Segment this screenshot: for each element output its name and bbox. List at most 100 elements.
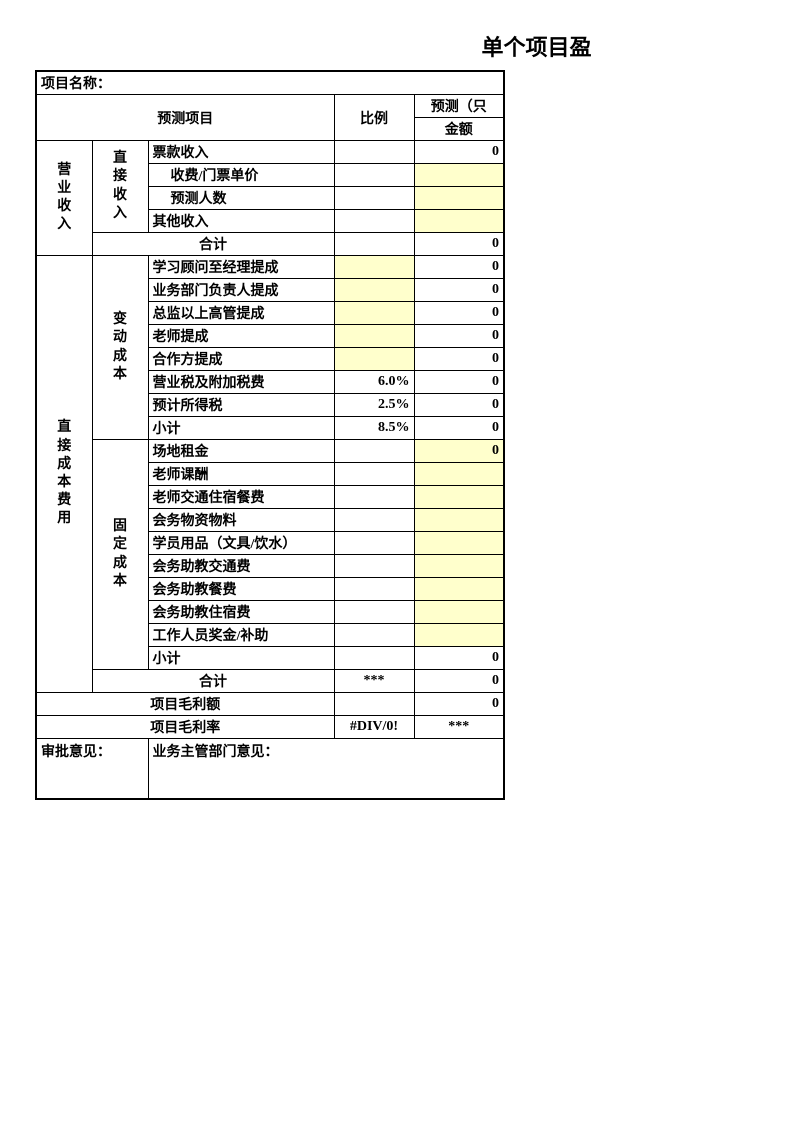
row-label: 学习顾问至经理提成 bbox=[148, 256, 334, 279]
row-ratio bbox=[334, 279, 414, 302]
row-amount: 0 bbox=[414, 279, 504, 302]
header-amount: 金额 bbox=[414, 118, 504, 141]
row-ratio bbox=[334, 187, 414, 210]
row-label: 场地租金 bbox=[148, 440, 334, 463]
row-amount: 0 bbox=[414, 348, 504, 371]
row-ratio bbox=[334, 624, 414, 647]
approval-row: 审批意见： 业务主管部门意见： bbox=[36, 739, 504, 799]
row-label: 合作方提成 bbox=[148, 348, 334, 371]
budget-table: 项目名称： 预测项目 比例 预测（只 金额 营业收入 直接收入 票款收入 0 收… bbox=[35, 70, 505, 800]
row-label: 会务助教交通费 bbox=[148, 555, 334, 578]
subtotal-ratio bbox=[334, 647, 414, 670]
row-label: 业务部门负责人提成 bbox=[148, 279, 334, 302]
spreadsheet-container: 单个项目盈 项目名称： 预测项目 比例 预测（只 金额 营业收入 直接收入 bbox=[0, 0, 793, 830]
row-amount: 0 bbox=[414, 302, 504, 325]
subtotal-ratio bbox=[334, 233, 414, 256]
row-amount bbox=[414, 578, 504, 601]
row-amount bbox=[414, 164, 504, 187]
row-amount: 0 bbox=[414, 325, 504, 348]
total-amount: 0 bbox=[414, 670, 504, 693]
header-forecast-item: 预测项目 bbox=[36, 95, 334, 141]
approval-label-1: 审批意见： bbox=[36, 739, 148, 799]
project-name-row: 项目名称： bbox=[36, 71, 504, 95]
row-amount bbox=[414, 463, 504, 486]
subtotal-amount: 0 bbox=[414, 647, 504, 670]
row-label: 其他收入 bbox=[148, 210, 334, 233]
row-amount bbox=[414, 210, 504, 233]
row-amount: 0 bbox=[414, 440, 504, 463]
gross-margin-amount: *** bbox=[414, 716, 504, 739]
variable-subsection: 变动成本 bbox=[92, 256, 148, 440]
row-amount: 0 bbox=[414, 141, 504, 164]
gross-profit-amount: 0 bbox=[414, 693, 504, 716]
row-amount bbox=[414, 624, 504, 647]
gross-profit-ratio bbox=[334, 693, 414, 716]
header-forecast-only: 预测（只 bbox=[414, 95, 504, 118]
row-amount: 0 bbox=[414, 256, 504, 279]
subtotal-label: 小计 bbox=[148, 417, 334, 440]
revenue-subsection: 直接收入 bbox=[92, 141, 148, 233]
row-ratio bbox=[334, 532, 414, 555]
row-label: 会务助教餐费 bbox=[148, 578, 334, 601]
revenue-section: 营业收入 bbox=[36, 141, 92, 256]
row-ratio bbox=[334, 348, 414, 371]
row-ratio bbox=[334, 601, 414, 624]
row-amount: 0 bbox=[414, 394, 504, 417]
row-label: 老师提成 bbox=[148, 325, 334, 348]
page-title: 单个项目盈 bbox=[35, 30, 758, 62]
total-label: 合计 bbox=[92, 670, 334, 693]
row-ratio bbox=[334, 302, 414, 325]
table-row: 营业收入 直接收入 票款收入 0 bbox=[36, 141, 504, 164]
subtotal-amount: 0 bbox=[414, 233, 504, 256]
gross-profit-label: 项目毛利额 bbox=[36, 693, 334, 716]
cost-section: 直接成本费用 bbox=[36, 256, 92, 693]
row-ratio: 2.5% bbox=[334, 394, 414, 417]
row-ratio bbox=[334, 463, 414, 486]
row-label: 收费/门票单价 bbox=[148, 164, 334, 187]
row-label: 预计所得税 bbox=[148, 394, 334, 417]
gross-profit-row: 项目毛利额 0 bbox=[36, 693, 504, 716]
row-ratio bbox=[334, 509, 414, 532]
row-ratio bbox=[334, 555, 414, 578]
row-amount bbox=[414, 532, 504, 555]
row-label: 老师交通住宿餐费 bbox=[148, 486, 334, 509]
cost-total-row: 合计 *** 0 bbox=[36, 670, 504, 693]
subtotal-amount: 0 bbox=[414, 417, 504, 440]
subtotal-label: 合计 bbox=[92, 233, 334, 256]
row-ratio bbox=[334, 440, 414, 463]
project-name-label: 项目名称： bbox=[36, 71, 504, 95]
row-amount bbox=[414, 555, 504, 578]
subtotal-ratio: 8.5% bbox=[334, 417, 414, 440]
gross-margin-ratio: #DIV/0! bbox=[334, 716, 414, 739]
row-label: 工作人员奖金/补助 bbox=[148, 624, 334, 647]
row-ratio bbox=[334, 578, 414, 601]
row-ratio bbox=[334, 141, 414, 164]
approval-label-2: 业务主管部门意见： bbox=[148, 739, 504, 799]
row-label: 预测人数 bbox=[148, 187, 334, 210]
row-label: 学员用品（文具/饮水） bbox=[148, 532, 334, 555]
row-ratio bbox=[334, 325, 414, 348]
header-row-1: 预测项目 比例 预测（只 bbox=[36, 95, 504, 118]
gross-margin-row: 项目毛利率 #DIV/0! *** bbox=[36, 716, 504, 739]
row-amount bbox=[414, 486, 504, 509]
gross-margin-label: 项目毛利率 bbox=[36, 716, 334, 739]
row-label: 会务物资物料 bbox=[148, 509, 334, 532]
row-label: 老师课酬 bbox=[148, 463, 334, 486]
row-label: 会务助教住宿费 bbox=[148, 601, 334, 624]
row-amount bbox=[414, 509, 504, 532]
row-amount bbox=[414, 187, 504, 210]
table-row: 固定成本 场地租金 0 bbox=[36, 440, 504, 463]
row-label: 营业税及附加税费 bbox=[148, 371, 334, 394]
row-ratio bbox=[334, 164, 414, 187]
row-ratio bbox=[334, 210, 414, 233]
row-amount: 0 bbox=[414, 371, 504, 394]
table-row: 直接成本费用 变动成本 学习顾问至经理提成 0 bbox=[36, 256, 504, 279]
row-label: 总监以上高管提成 bbox=[148, 302, 334, 325]
row-label: 票款收入 bbox=[148, 141, 334, 164]
row-ratio bbox=[334, 256, 414, 279]
row-amount bbox=[414, 601, 504, 624]
fixed-subsection: 固定成本 bbox=[92, 440, 148, 670]
header-ratio: 比例 bbox=[334, 95, 414, 141]
row-ratio: 6.0% bbox=[334, 371, 414, 394]
total-ratio: *** bbox=[334, 670, 414, 693]
